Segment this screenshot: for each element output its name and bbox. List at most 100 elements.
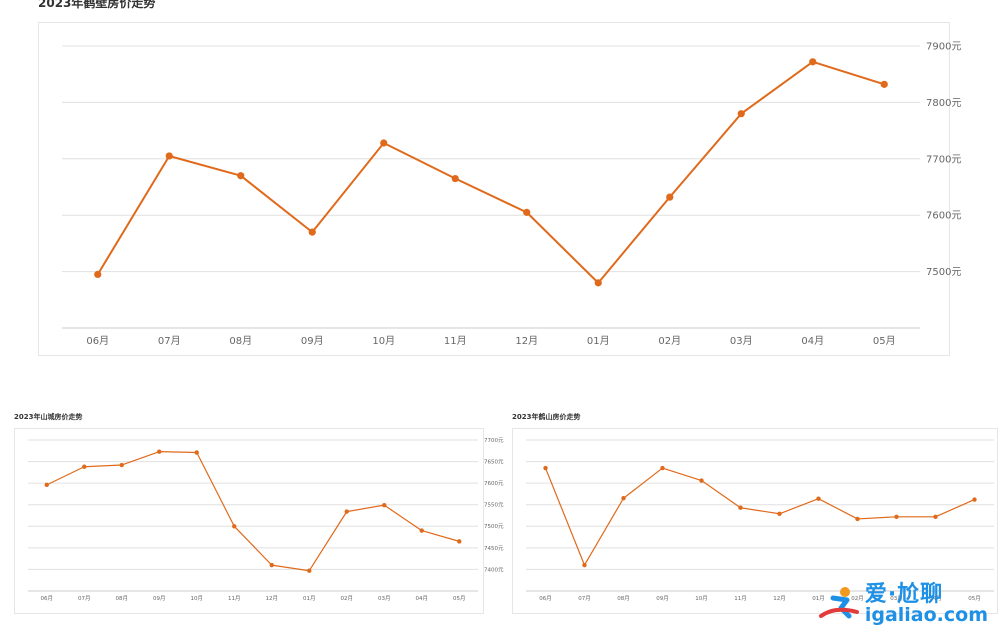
y-tick-label: 7700元 xyxy=(926,154,961,165)
x-tick-label: 03月 xyxy=(378,595,391,602)
x-tick-label: 05月 xyxy=(968,595,981,602)
data-point xyxy=(232,524,237,529)
x-tick-label: 01月 xyxy=(587,335,610,347)
x-tick-label: 11月 xyxy=(444,335,467,347)
x-tick-label: 04月 xyxy=(416,595,429,602)
x-tick-label: 03月 xyxy=(730,335,753,347)
data-point xyxy=(165,152,173,160)
x-tick-label: 06月 xyxy=(539,595,552,602)
data-point xyxy=(582,562,587,568)
x-tick-label: 06月 xyxy=(86,335,109,347)
y-tick-label: 7600元 xyxy=(926,211,961,222)
y-tick-label: 7600元 xyxy=(484,480,504,487)
data-point xyxy=(44,482,49,488)
y-tick-label: 7450元 xyxy=(484,545,504,552)
watermark: 爱·尬聊 igaliao.com xyxy=(818,581,988,627)
data-point xyxy=(382,502,387,508)
data-point xyxy=(82,464,87,469)
data-point xyxy=(933,514,938,519)
data-point xyxy=(451,174,459,183)
y-tick-label: 7700元 xyxy=(484,437,504,444)
chart-heshan: 2023年鹤山房价走势 7700元7750元7800元7850元7900元7950… xyxy=(500,405,1000,620)
y-tick-label: 7500元 xyxy=(484,523,504,530)
data-point xyxy=(809,58,817,66)
data-point xyxy=(380,139,388,147)
data-point xyxy=(660,465,665,471)
data-point xyxy=(666,193,674,201)
y-tick-label: 7650元 xyxy=(484,458,504,465)
data-point xyxy=(543,465,548,471)
chart-svg: 7400元 7450元 7500元 7550元 7600元 7650元 7700元 06月 07… xyxy=(28,437,504,602)
x-tick-label: 12月 xyxy=(266,595,279,602)
x-tick-label: 08月 xyxy=(617,595,630,602)
watermark-url: igaliao.com xyxy=(864,604,988,627)
chart-title: 2023年山城房价走势 xyxy=(14,413,83,421)
data-point xyxy=(119,462,124,468)
data-point xyxy=(307,568,312,573)
x-tick-label: 11月 xyxy=(228,595,241,602)
x-tick-label: 04月 xyxy=(929,595,942,602)
x-tick-label: 07月 xyxy=(158,335,181,347)
y-tick-label: 7800元 xyxy=(926,98,961,109)
series-line xyxy=(544,467,975,566)
data-point xyxy=(855,516,860,522)
x-tick-label: 09月 xyxy=(153,595,166,602)
data-point xyxy=(880,80,888,88)
data-point xyxy=(621,496,626,501)
data-point xyxy=(194,450,199,455)
x-tick-label: 05月 xyxy=(453,595,466,602)
series-line xyxy=(96,60,885,284)
chart-svg: 7500元 7600元 7700元 7800元 7900元 06月 07月 08月 09月 10月… xyxy=(62,42,961,347)
y-tick-label: 7500元 xyxy=(926,267,961,278)
data-point xyxy=(269,562,274,568)
x-tick-label: 04月 xyxy=(801,335,824,347)
data-point xyxy=(738,505,743,510)
x-tick-label: 02月 xyxy=(658,335,681,347)
data-point xyxy=(308,228,316,236)
y-tick-label: 7900元 xyxy=(926,42,961,53)
chart-title: 2023年鹤山房价走势 xyxy=(512,413,581,421)
watermark-cn: 爱·尬聊 xyxy=(864,581,944,607)
data-point xyxy=(237,172,245,180)
x-tick-label: 11月 xyxy=(734,595,747,602)
chart-frame xyxy=(14,428,484,614)
chart-frame xyxy=(38,22,950,356)
data-point xyxy=(816,496,821,501)
data-point xyxy=(157,449,162,454)
x-tick-label: 09月 xyxy=(301,335,324,347)
chart-title: 2023年鹤壁房价走势 xyxy=(38,0,156,10)
data-point xyxy=(457,539,462,544)
x-tick-label: 03月 xyxy=(890,595,903,602)
x-tick-label: 01月 xyxy=(303,595,316,602)
x-tick-label: 02月 xyxy=(851,595,864,602)
x-tick-label: 02月 xyxy=(341,595,354,602)
x-tick-label: 10月 xyxy=(372,335,395,347)
x-tick-label: 07月 xyxy=(78,595,91,602)
data-point xyxy=(344,509,349,514)
data-point xyxy=(894,514,899,519)
data-point xyxy=(737,110,745,118)
x-tick-label: 08月 xyxy=(116,595,129,602)
chart-main-hebi: 2023年鹤壁房价走势 7500元 7600元 7700元 7800元 7900元 06月 0… xyxy=(38,0,961,356)
x-tick-label: 01月 xyxy=(812,595,825,602)
x-tick-label: 09月 xyxy=(656,595,669,602)
data-point xyxy=(699,478,704,483)
y-tick-label: 7550元 xyxy=(484,502,504,509)
data-point xyxy=(523,208,531,216)
chart-shancheng: 2023年山城房价走势 7400元 7450元 7500元 7550元 7600元 7650… xyxy=(0,405,504,620)
x-tick-label: 10月 xyxy=(695,595,708,602)
chart-svg: 7700元7750元7800元7850元7900元7950元8000元06月07… xyxy=(526,439,994,602)
chart-frame xyxy=(512,428,998,614)
data-point xyxy=(777,511,782,516)
data-point xyxy=(972,497,977,502)
x-tick-label: 10月 xyxy=(191,595,204,602)
x-tick-label: 07月 xyxy=(578,595,591,602)
series-line xyxy=(46,451,460,572)
data-point xyxy=(419,528,424,533)
x-tick-label: 08月 xyxy=(229,335,252,347)
running-figure-icon xyxy=(818,586,859,622)
data-point xyxy=(94,270,102,279)
x-tick-label: 12月 xyxy=(773,595,786,602)
x-tick-label: 06月 xyxy=(41,595,54,602)
x-tick-label: 05月 xyxy=(873,335,896,347)
